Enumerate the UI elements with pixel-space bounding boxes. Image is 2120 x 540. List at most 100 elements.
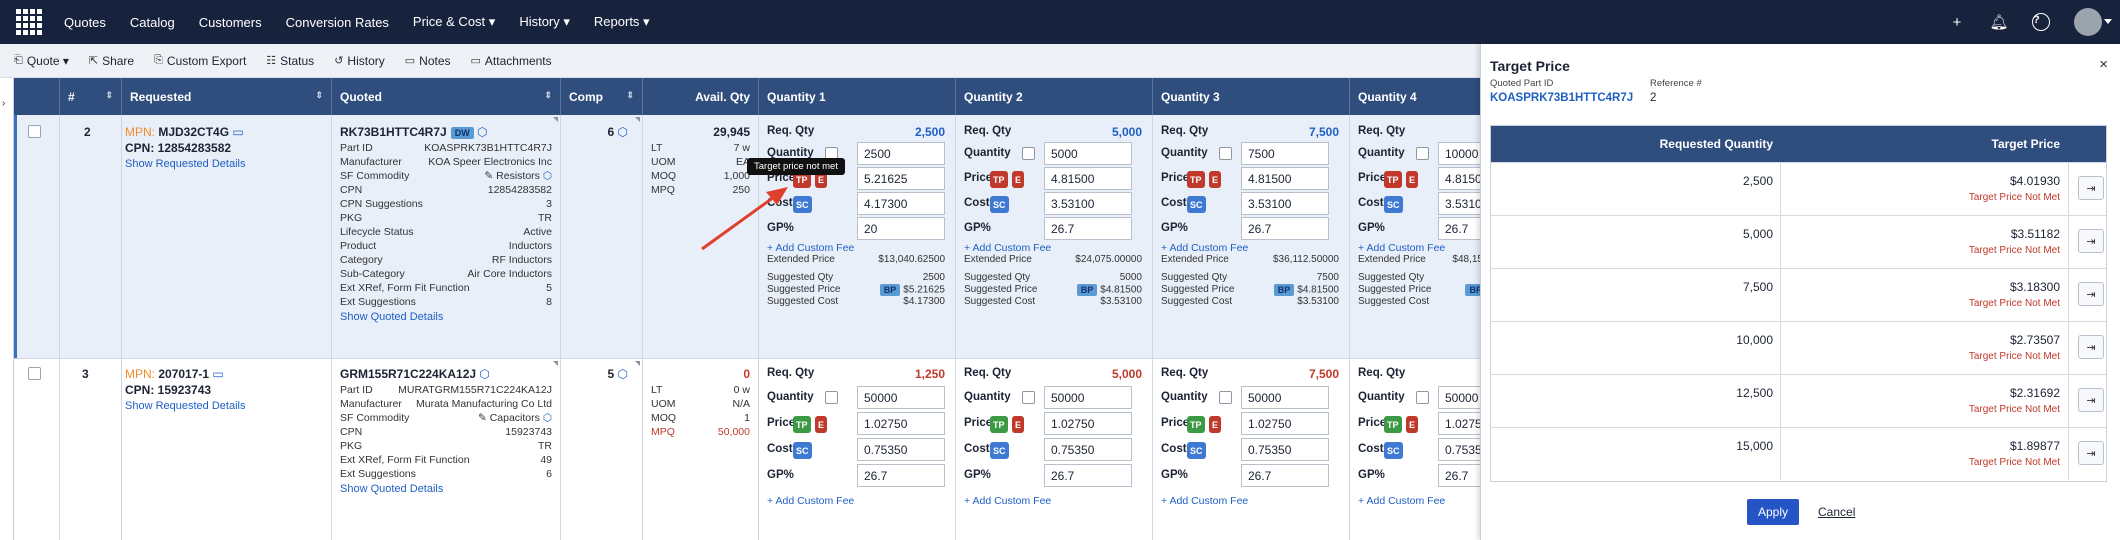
estimate-tag[interactable]: E — [1209, 416, 1222, 433]
supplier-cost-tag[interactable]: SC — [1187, 442, 1206, 459]
apply-price-icon[interactable]: ⇥ — [2078, 176, 2104, 200]
estimate-tag[interactable]: E — [1012, 416, 1025, 433]
add-custom-fee-link[interactable]: + Add Custom Fee — [964, 495, 1052, 507]
estimate-tag[interactable]: E — [1012, 171, 1025, 188]
cube-icon[interactable]: ⬡ — [617, 125, 628, 139]
gp-input[interactable]: 26.7 — [1044, 464, 1132, 487]
notes-button[interactable]: ▭ Notes — [405, 54, 451, 68]
quoted-pn-value[interactable]: RK73B1HTTC4R7J — [340, 125, 447, 139]
quote-menu-button[interactable]: ⎗ Quote ▾ — [14, 54, 69, 68]
nav-conversion-rates[interactable]: Conversion Rates — [285, 14, 389, 30]
supplier-cost-tag[interactable]: SC — [990, 442, 1009, 459]
quantity-input[interactable]: 2500 — [857, 142, 945, 165]
quantity-checkbox[interactable] — [1219, 147, 1232, 160]
apply-price-icon[interactable]: ⇥ — [2078, 388, 2104, 412]
close-icon[interactable]: × — [2099, 56, 2108, 73]
nav-reports[interactable]: Reports ▾ — [593, 14, 650, 29]
show-quoted-details-link[interactable]: Show Quoted Details — [340, 311, 444, 323]
quantity-input[interactable]: 50000 — [1241, 386, 1329, 409]
cost-input[interactable]: 3.53100 — [1241, 192, 1329, 215]
price-input[interactable]: 4.81500 — [1241, 167, 1329, 190]
plus-icon[interactable]: + — [1952, 13, 1962, 31]
quantity-checkbox[interactable] — [1022, 391, 1035, 404]
quantity-checkbox[interactable] — [1022, 147, 1035, 160]
cube-icon[interactable]: ⬡ — [477, 125, 488, 139]
gp-input[interactable]: 26.7 — [1044, 217, 1132, 240]
sort-icon[interactable]: ⇕ — [315, 90, 323, 100]
supplier-cost-tag[interactable]: SC — [793, 196, 812, 213]
bell-icon[interactable]: 🔔︎ — [1989, 14, 2009, 31]
apply-price-icon[interactable]: ⇥ — [2078, 441, 2104, 465]
nav-history[interactable]: History ▾ — [519, 14, 570, 29]
show-requested-details-link[interactable]: Show Requested Details — [125, 158, 246, 170]
price-input[interactable]: 1.02750 — [857, 412, 945, 435]
custom-export-button[interactable]: ⎘ Custom Export — [154, 54, 246, 68]
target-price-tag[interactable]: TP — [990, 171, 1008, 188]
nav-price-cost[interactable]: Price & Cost ▾ — [412, 14, 496, 29]
apply-price-icon[interactable]: ⇥ — [2078, 282, 2104, 306]
quantity-checkbox[interactable] — [1219, 391, 1232, 404]
price-input[interactable]: 5.21625 — [857, 167, 945, 190]
quantity-input[interactable]: 50000 — [857, 386, 945, 409]
sort-icon[interactable]: ⇕ — [105, 90, 113, 100]
edit-icon[interactable]: ✎ — [484, 170, 494, 182]
share-button[interactable]: ⇱ Share — [89, 54, 134, 68]
price-input[interactable]: 1.02750 — [1241, 412, 1329, 435]
quoted-part-id-link[interactable]: KOASPRK73B1HTTC4R7J — [1490, 92, 1634, 104]
sort-icon[interactable]: ⇕ — [544, 90, 552, 100]
nav-catalog[interactable]: Catalog — [129, 14, 175, 30]
price-input[interactable]: 4.81500 — [1438, 167, 1480, 190]
quantity-input[interactable]: 50000 — [1438, 386, 1480, 409]
help-icon[interactable]: ? — [2030, 11, 2052, 33]
add-custom-fee-link[interactable]: + Add Custom Fee — [964, 242, 1052, 254]
attachments-button[interactable]: ▭ Attachments — [471, 54, 552, 68]
show-quoted-details-link[interactable]: Show Quoted Details — [340, 483, 444, 495]
target-price-tag[interactable]: TP — [1384, 171, 1402, 188]
estimate-tag[interactable]: E — [815, 416, 828, 433]
show-requested-details-link[interactable]: Show Requested Details — [125, 400, 246, 412]
gp-input[interactable]: 26.7 — [857, 464, 945, 487]
supplier-cost-tag[interactable]: SC — [1384, 196, 1403, 213]
row-checkbox[interactable] — [28, 367, 41, 380]
app-grid-logo-icon[interactable] — [14, 7, 44, 37]
quantity-checkbox[interactable] — [1416, 147, 1429, 160]
add-custom-fee-link[interactable]: + Add Custom Fee — [1358, 495, 1446, 507]
estimate-tag[interactable]: E — [815, 171, 828, 188]
folder-icon[interactable]: ▭ — [212, 367, 224, 381]
quantity-checkbox[interactable] — [1416, 391, 1429, 404]
status-button[interactable]: ☷ Status — [266, 54, 314, 68]
estimate-tag[interactable]: E — [1406, 171, 1419, 188]
gp-input[interactable]: 26.7 — [1438, 217, 1480, 240]
target-price-tag[interactable]: TP — [1187, 416, 1205, 433]
nav-quotes[interactable]: Quotes — [64, 14, 106, 30]
target-price-tag[interactable]: TP — [1384, 416, 1402, 433]
apply-price-icon[interactable]: ⇥ — [2078, 335, 2104, 359]
avatar[interactable] — [2074, 8, 2112, 36]
supplier-cost-tag[interactable]: SC — [1384, 442, 1403, 459]
estimate-tag[interactable]: E — [1209, 171, 1222, 188]
sidebar-collapse-strip[interactable]: › — [0, 78, 14, 540]
cube-icon[interactable]: ⬡ — [617, 367, 628, 381]
cube-icon[interactable]: ⬡ — [542, 170, 552, 182]
price-input[interactable]: 1.02750 — [1044, 412, 1132, 435]
cube-icon[interactable]: ⬡ — [479, 367, 490, 381]
apply-price-icon[interactable]: ⇥ — [2078, 229, 2104, 253]
comp-count[interactable]: 5 ⬡ — [607, 367, 628, 381]
sort-icon[interactable]: ⇕ — [626, 90, 634, 100]
gp-input[interactable]: 26.7 — [1241, 217, 1329, 240]
quoted-pn-value[interactable]: GRM155R71C224KA12J — [340, 367, 477, 381]
cost-input[interactable]: 3.53100 — [1044, 192, 1132, 215]
quantity-checkbox[interactable] — [825, 391, 838, 404]
add-custom-fee-link[interactable]: + Add Custom Fee — [767, 242, 855, 254]
cost-input[interactable]: 0.75350 — [1241, 438, 1329, 461]
row-checkbox[interactable] — [28, 125, 41, 138]
apply-button[interactable]: Apply — [1747, 499, 1799, 525]
target-price-tag[interactable]: TP — [793, 416, 811, 433]
edit-icon[interactable]: ✎ — [477, 412, 487, 424]
cancel-button[interactable]: Cancel — [1818, 505, 1856, 519]
gp-input[interactable]: 26.7 — [1241, 464, 1329, 487]
folder-icon[interactable]: ▭ — [232, 125, 244, 139]
mpn-value[interactable]: MJD32CT4G — [158, 125, 230, 139]
cube-icon[interactable]: ⬡ — [542, 412, 552, 424]
supplier-cost-tag[interactable]: SC — [1187, 196, 1206, 213]
